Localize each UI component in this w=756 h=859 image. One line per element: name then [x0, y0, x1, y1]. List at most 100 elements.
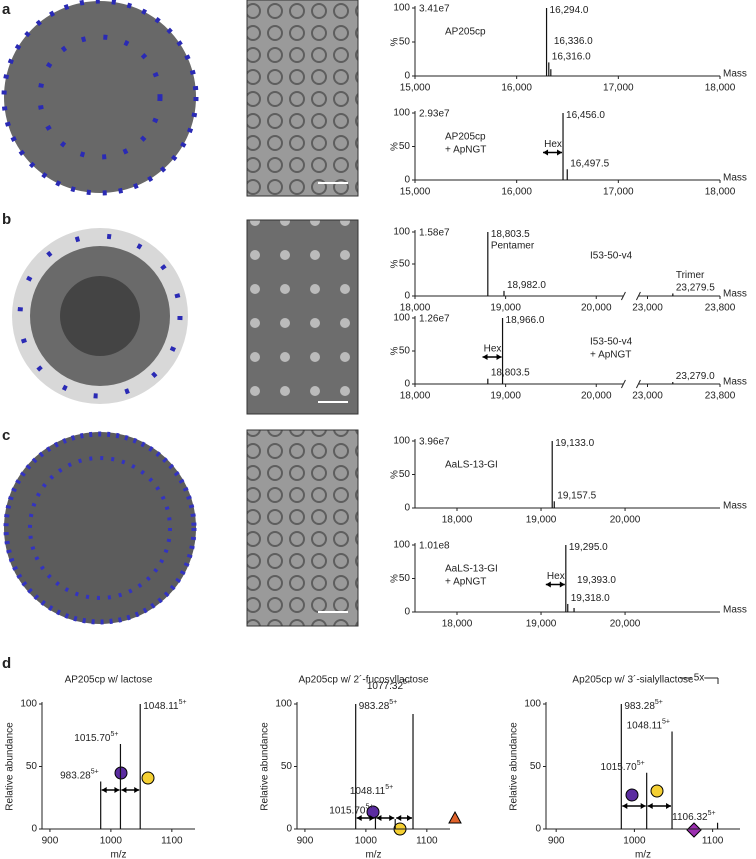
intensity-label: 3.41e7 [419, 4, 450, 15]
x-tick-label: 16,000 [501, 187, 532, 198]
panel-label: d [2, 655, 11, 672]
intensity-label: 1.26e7 [419, 314, 450, 325]
intensity-label: 2.93e7 [419, 109, 450, 120]
peak-label: 16,497.5 [570, 158, 609, 169]
annotation: Hex [544, 139, 562, 150]
y-tick-label: 0 [404, 379, 410, 390]
sample-label: + ApNGT [590, 350, 631, 361]
x-tick-label: 20,000 [581, 391, 612, 402]
peak-label: 19,133.0 [555, 438, 594, 449]
y-axis-label: % [390, 142, 401, 151]
panel-label: c [2, 427, 10, 444]
y-tick-label: 50 [281, 761, 293, 772]
x-axis-label: Mass [723, 377, 747, 388]
peak-mass: 1048.11 [350, 786, 386, 797]
peak-label: 19,318.0 [571, 593, 610, 604]
x-tick-label: 18,000 [705, 187, 736, 198]
sample-label: I53-50-v4 [590, 337, 633, 348]
x-tick-label: 23,800 [705, 303, 736, 314]
peak-label: 23,279.0 [676, 371, 715, 382]
peak-mass: 1015.70 [601, 761, 638, 772]
axis-break [620, 379, 626, 389]
arrow-head [496, 354, 502, 360]
peak-label: 16,316.0 [552, 51, 591, 62]
x-tick-label: 16,000 [501, 83, 532, 94]
x-tick-label: 17,000 [603, 83, 634, 94]
peak-label: 18,803.5 [491, 229, 530, 240]
x-axis-label: Mass [723, 173, 747, 184]
peak-label: 1106.325+ [672, 810, 715, 823]
peak-charge: 5+ [91, 768, 99, 775]
arrow-head [121, 787, 127, 793]
x-tick-label: 900 [42, 836, 59, 847]
peak-mass: 16,456.0 [566, 110, 605, 121]
arrow-head [559, 581, 565, 588]
arrow-head [376, 815, 382, 821]
peak-mass: 1048.11 [627, 720, 663, 731]
y-tick-label: 0 [535, 824, 541, 835]
y-tick-label: 50 [399, 469, 411, 480]
x-tick-label: 19,000 [526, 619, 557, 630]
x-tick-label: 19,000 [490, 303, 521, 314]
arrow-head [356, 815, 362, 821]
peak-label: 16,456.0 [566, 110, 605, 121]
x-tick-label: 15,000 [400, 187, 431, 198]
annotation: Hex [484, 344, 502, 355]
peak-label: 1015.705+ [329, 803, 373, 816]
x-tick-label: 1100 [416, 836, 438, 847]
y-axis-label: Relative abundance [260, 722, 271, 811]
x-tick-label: 19,000 [526, 515, 557, 526]
annotation: Hex [547, 571, 565, 582]
annotation: 5x [694, 673, 705, 684]
x-tick-label: 1100 [161, 836, 183, 847]
x-tick-label: 18,000 [442, 515, 473, 526]
x-tick-label: 15,000 [400, 83, 431, 94]
arrow-head [101, 787, 107, 793]
peak-label: 1077.325+ [367, 679, 411, 692]
peak-charge: 5+ [637, 760, 645, 767]
y-tick-label: 50 [399, 573, 411, 584]
y-tick-label: 0 [404, 71, 410, 82]
peak-charge: 5+ [110, 731, 118, 738]
structure-image [1, 0, 199, 196]
arrow-head [666, 803, 672, 809]
y-tick-label: 100 [393, 3, 410, 14]
structure-image [3, 431, 197, 625]
arrow-head [543, 149, 549, 156]
peak-mass: 983.28 [624, 701, 655, 712]
em-image [246, 0, 359, 197]
y-tick-label: 50 [399, 37, 411, 48]
y-tick-label: 100 [393, 108, 410, 119]
panel-label: b [2, 211, 11, 228]
peak-mass: 1048.11 [143, 701, 179, 712]
y-tick-label: 100 [275, 699, 292, 710]
intensity-label: 1.58e7 [419, 228, 450, 239]
y-tick-label: 100 [524, 699, 541, 710]
y-tick-label: 50 [399, 346, 411, 357]
arrow-head [640, 803, 646, 809]
peak-label: 18,803.5 [491, 367, 530, 378]
y-tick-label: 100 [393, 540, 410, 551]
glycan-glyphs [114, 766, 702, 838]
x-tick-label: 18,000 [400, 391, 431, 402]
peak-mass: 19,157.5 [557, 490, 596, 501]
y-axis-label: % [390, 37, 401, 46]
axis-break [635, 379, 641, 389]
y-tick-label: 0 [404, 503, 410, 514]
chart-title: Ap205cp w/ 2´-fucosyllactose [298, 674, 429, 686]
x-tick-label: 20,000 [610, 619, 641, 630]
sample-label: AaLS-13-GI [445, 460, 498, 471]
peak-label: 23,279.5 [676, 282, 715, 293]
arrow-head [396, 815, 402, 821]
y-tick-label: 50 [399, 141, 411, 152]
arrow-head [482, 354, 488, 360]
sample-label: + ApNGT [445, 145, 486, 156]
peak-name: Pentamer [491, 241, 535, 252]
y-tick-label: 100 [393, 313, 410, 324]
peak-mass: 23,279.0 [676, 371, 715, 382]
peak-label: 19,157.5 [557, 490, 596, 501]
peak-label: 1015.705+ [601, 760, 645, 773]
peak-mass: 18,966.0 [506, 315, 545, 326]
x-tick-label: 1000 [100, 836, 123, 847]
peak-charge: 5+ [662, 718, 670, 725]
